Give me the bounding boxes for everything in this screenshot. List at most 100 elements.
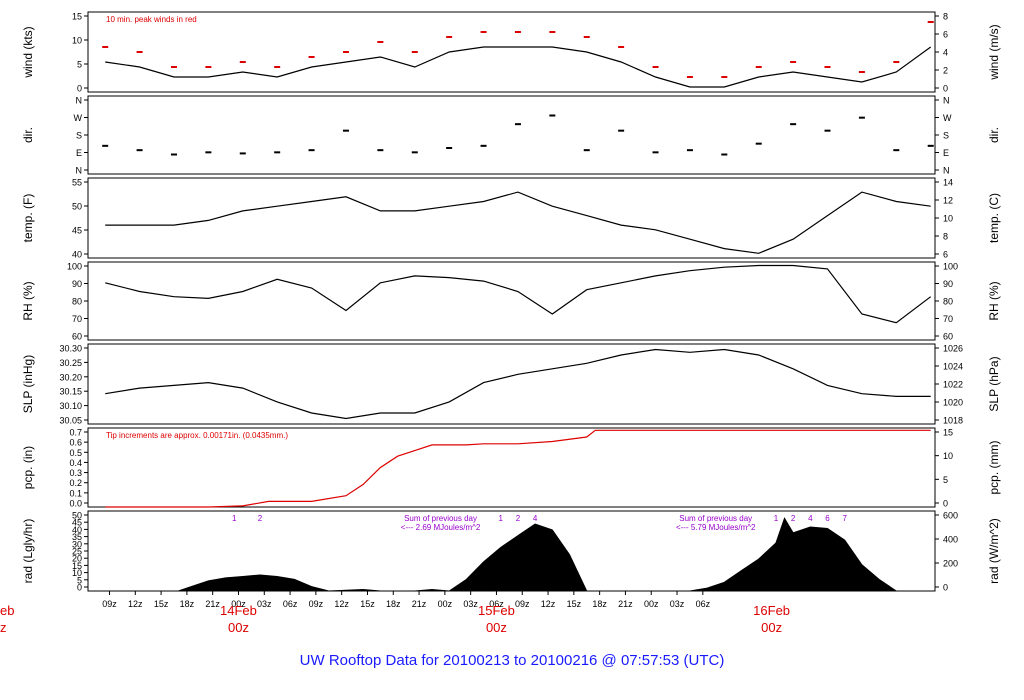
y-tick-label-right: 0 bbox=[943, 583, 948, 593]
y-tick-label-left: 0.0 bbox=[69, 499, 82, 509]
y-tick-label-right: N bbox=[943, 96, 950, 106]
y-tick-label-right: 6 bbox=[943, 250, 948, 260]
x-tick-label: 09z bbox=[309, 599, 324, 609]
x-tick-label: 06z bbox=[283, 599, 298, 609]
series-solar-radiation bbox=[178, 517, 931, 592]
series-point bbox=[205, 66, 212, 68]
series-wind-speed bbox=[105, 46, 932, 88]
series-point bbox=[583, 149, 590, 152]
series-point bbox=[858, 71, 865, 73]
series-point bbox=[893, 149, 900, 152]
y-tick-label-left: 15 bbox=[72, 561, 82, 571]
series-point bbox=[136, 51, 143, 53]
y-axis-label-right: RH (%) bbox=[987, 281, 1001, 320]
y-tick-label-left: 45 bbox=[72, 518, 82, 528]
series-point bbox=[239, 61, 246, 63]
y-axis-label-left: pcp. (in) bbox=[21, 446, 35, 489]
hour-mark: 4 bbox=[808, 514, 813, 523]
y-tick-label-left: 70 bbox=[72, 314, 82, 324]
hour-mark: 4 bbox=[533, 514, 538, 523]
panel-wind: 0 5 10 15 0 2 4 6 8 wind (kts) wind (m/s) 10 min. p… bbox=[21, 11, 1001, 94]
series-point bbox=[342, 51, 349, 53]
x-tick-label: 15z bbox=[360, 599, 375, 609]
panel-rh: 60 70 80 90 100 60 70 80 90 100 RH (%) RH (%) bbox=[21, 261, 1001, 342]
y-tick-label-left: 0.2 bbox=[69, 478, 82, 488]
y-tick-label-left: 30 bbox=[72, 539, 82, 549]
y-tick-label-left: 5 bbox=[77, 575, 82, 585]
y-tick-label-left: 0.7 bbox=[69, 428, 82, 438]
y-tick-label-left: 35 bbox=[72, 532, 82, 542]
x-tick-label: 21z bbox=[205, 599, 220, 609]
hour-mark: 2 bbox=[516, 514, 521, 523]
y-tick-label-left: 55 bbox=[72, 178, 82, 188]
series-point bbox=[927, 144, 934, 147]
series-point bbox=[618, 129, 625, 132]
y-tick-label-right: 15 bbox=[943, 428, 953, 438]
series-point bbox=[308, 149, 315, 152]
x-tick-label: 21z bbox=[618, 599, 633, 609]
day-hour-label: 00z bbox=[761, 620, 782, 635]
y-tick-label-left: E bbox=[76, 148, 82, 158]
y-tick-label-left: 60 bbox=[72, 332, 82, 342]
day-label: 16Feb bbox=[753, 603, 790, 618]
y-tick-label-left: 90 bbox=[72, 279, 82, 289]
y-tick-label-left: 5 bbox=[77, 60, 82, 70]
y-tick-label-left: 0.6 bbox=[69, 438, 82, 448]
series-point bbox=[755, 142, 762, 145]
x-tick-label: 03z bbox=[257, 599, 272, 609]
series-point bbox=[170, 153, 177, 156]
series-point bbox=[824, 129, 831, 132]
y-tick-label-left: 100 bbox=[67, 262, 82, 272]
x-tick-label: 00z bbox=[438, 599, 453, 609]
y-tick-label-left: 80 bbox=[72, 297, 82, 307]
radiation-sum-annotation: Sum of previous day bbox=[679, 514, 752, 523]
series-point bbox=[686, 149, 693, 152]
radiation-sum-annotation: <--- 5.79 MJoules/m^2 bbox=[676, 523, 756, 532]
y-tick-label-right: 0 bbox=[943, 84, 948, 94]
series-point bbox=[342, 129, 349, 132]
series-point bbox=[858, 116, 865, 119]
x-tick-label: 18z bbox=[180, 599, 195, 609]
panel-frame bbox=[87, 95, 936, 175]
y-tick-label-right: 1018 bbox=[943, 416, 963, 426]
y-tick-label-right: 1024 bbox=[943, 362, 963, 372]
y-tick-label-left: W bbox=[74, 113, 83, 123]
y-tick-label-right: 8 bbox=[943, 232, 948, 242]
y-tick-label-right: 2 bbox=[943, 66, 948, 76]
y-tick-label-right: 100 bbox=[943, 262, 958, 272]
y-tick-label-left: 50 bbox=[72, 511, 82, 521]
y-tick-label-left: 0 bbox=[77, 583, 82, 593]
y-tick-label-right: 4 bbox=[943, 48, 948, 58]
y-tick-label-right: 10 bbox=[943, 214, 953, 224]
y-tick-label-right: S bbox=[943, 131, 949, 141]
panel-annotation: Tip increments are approx. 0.00171in. (0… bbox=[106, 431, 288, 440]
series-point bbox=[239, 152, 246, 155]
y-axis-label-right: pcp. (mm) bbox=[987, 440, 1001, 494]
y-tick-label-right: 1026 bbox=[943, 344, 963, 354]
panel-temp: 40 45 50 55 6 8 10 12 14 temp. (F) temp. (C) bbox=[21, 177, 1001, 260]
chart-title: UW Rooftop Data for 20100213 to 20100216… bbox=[299, 652, 725, 669]
hour-mark: 7 bbox=[842, 514, 847, 523]
y-axis-label-left: wind (kts) bbox=[21, 26, 35, 78]
panel-slp: 30.05 30.10 30.15 30.20 30.25 30.30 1018 1020 10… bbox=[21, 343, 1001, 426]
series-point bbox=[549, 114, 556, 117]
y-tick-label-right: 600 bbox=[943, 511, 958, 521]
x-tick-label: 21z bbox=[412, 599, 427, 609]
day-label: 15Feb bbox=[478, 603, 515, 618]
series-point bbox=[308, 56, 315, 58]
y-tick-label-right: 6 bbox=[943, 30, 948, 40]
y-tick-label-left: 0.1 bbox=[69, 488, 82, 498]
y-tick-label-right: 0 bbox=[943, 499, 948, 509]
series-point bbox=[514, 31, 521, 33]
series-point bbox=[549, 31, 556, 33]
y-tick-label-right: 80 bbox=[943, 297, 953, 307]
y-tick-label-left: 20 bbox=[72, 554, 82, 564]
x-tick-label: 18z bbox=[386, 599, 401, 609]
series-point bbox=[893, 61, 900, 63]
x-tick-label: 03z bbox=[670, 599, 685, 609]
time-axis: 09z 12z 15z 18z 21z 00z 03z 06z 09z 12z 15z 18z 21z 0… bbox=[0, 591, 790, 635]
series-point bbox=[583, 36, 590, 38]
y-tick-label-right: 1020 bbox=[943, 398, 963, 408]
